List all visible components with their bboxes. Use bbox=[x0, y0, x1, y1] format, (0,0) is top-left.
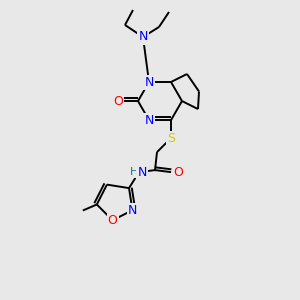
Text: H: H bbox=[130, 167, 138, 177]
Text: N: N bbox=[128, 204, 137, 217]
Text: N: N bbox=[144, 76, 154, 88]
Text: O: O bbox=[173, 166, 183, 178]
Text: O: O bbox=[113, 94, 123, 108]
Text: N: N bbox=[144, 114, 154, 127]
Text: N: N bbox=[137, 166, 147, 178]
Text: O: O bbox=[108, 214, 118, 227]
Text: S: S bbox=[167, 132, 175, 145]
Text: N: N bbox=[138, 31, 148, 44]
